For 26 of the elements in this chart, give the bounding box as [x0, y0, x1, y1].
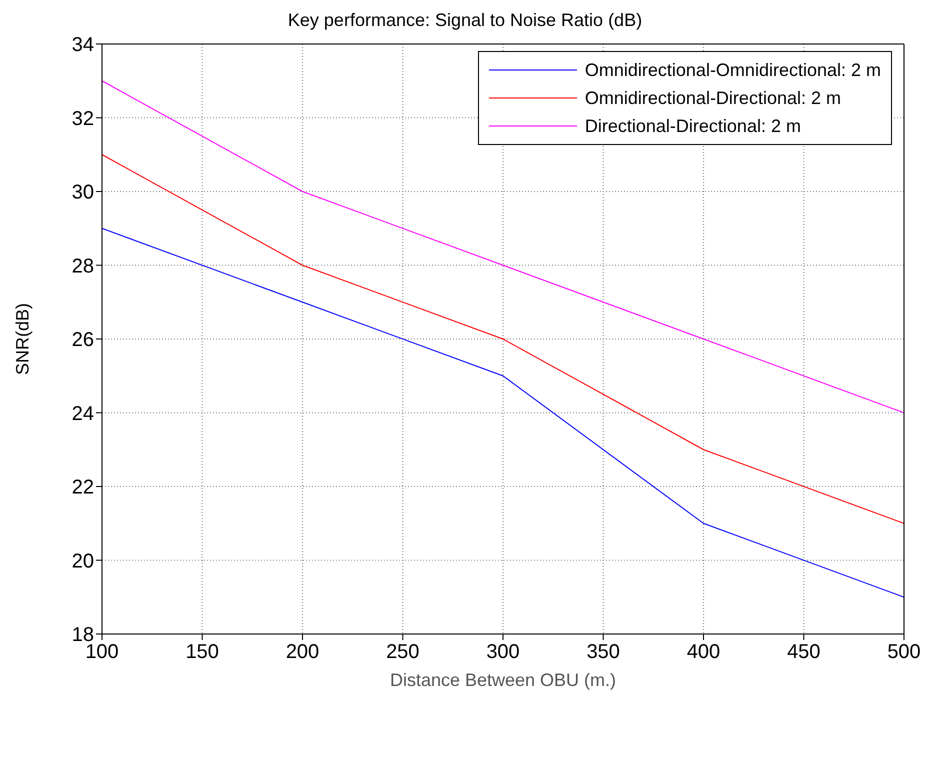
x-tick-label: 200 — [286, 641, 320, 664]
y-tick-label: 22 — [72, 476, 94, 499]
y-tick-label: 20 — [72, 550, 94, 572]
y-axis-title: SNR(dB) — [12, 302, 32, 376]
x-axis-title: Distance Between OBU (m.) — [390, 670, 616, 690]
legend-label: Omnidirectional-Omnidirectional: 2 m — [584, 60, 881, 80]
line-series — [102, 80, 904, 414]
x-tick-label: 250 — [386, 641, 420, 664]
x-tick-label: 350 — [586, 641, 620, 664]
x-tick-label: 300 — [486, 641, 520, 664]
y-tick-label: 34 — [72, 34, 94, 56]
y-tick-label: 32 — [72, 108, 94, 130]
y-tick-label: 30 — [72, 182, 94, 204]
x-tick-label: 500 — [887, 641, 921, 664]
legend-label: Omnidirectional-Directional: 2 m — [584, 88, 841, 108]
x-tick-label: 400 — [686, 641, 720, 664]
y-tick-label: 24 — [72, 402, 94, 425]
y-tick-label: 28 — [72, 255, 94, 278]
x-tick-label: 150 — [186, 641, 219, 664]
x-tick-label: 100 — [85, 641, 119, 664]
x-tick-label: 450 — [787, 641, 820, 664]
line-series — [102, 228, 904, 598]
chart-title: Key performance: Signal to Noise Ratio (dB) — [286, 10, 644, 31]
line-series — [102, 154, 904, 524]
legend-label: Directional-Directional: 2 m — [584, 116, 801, 136]
y-tick-label: 26 — [72, 329, 94, 352]
